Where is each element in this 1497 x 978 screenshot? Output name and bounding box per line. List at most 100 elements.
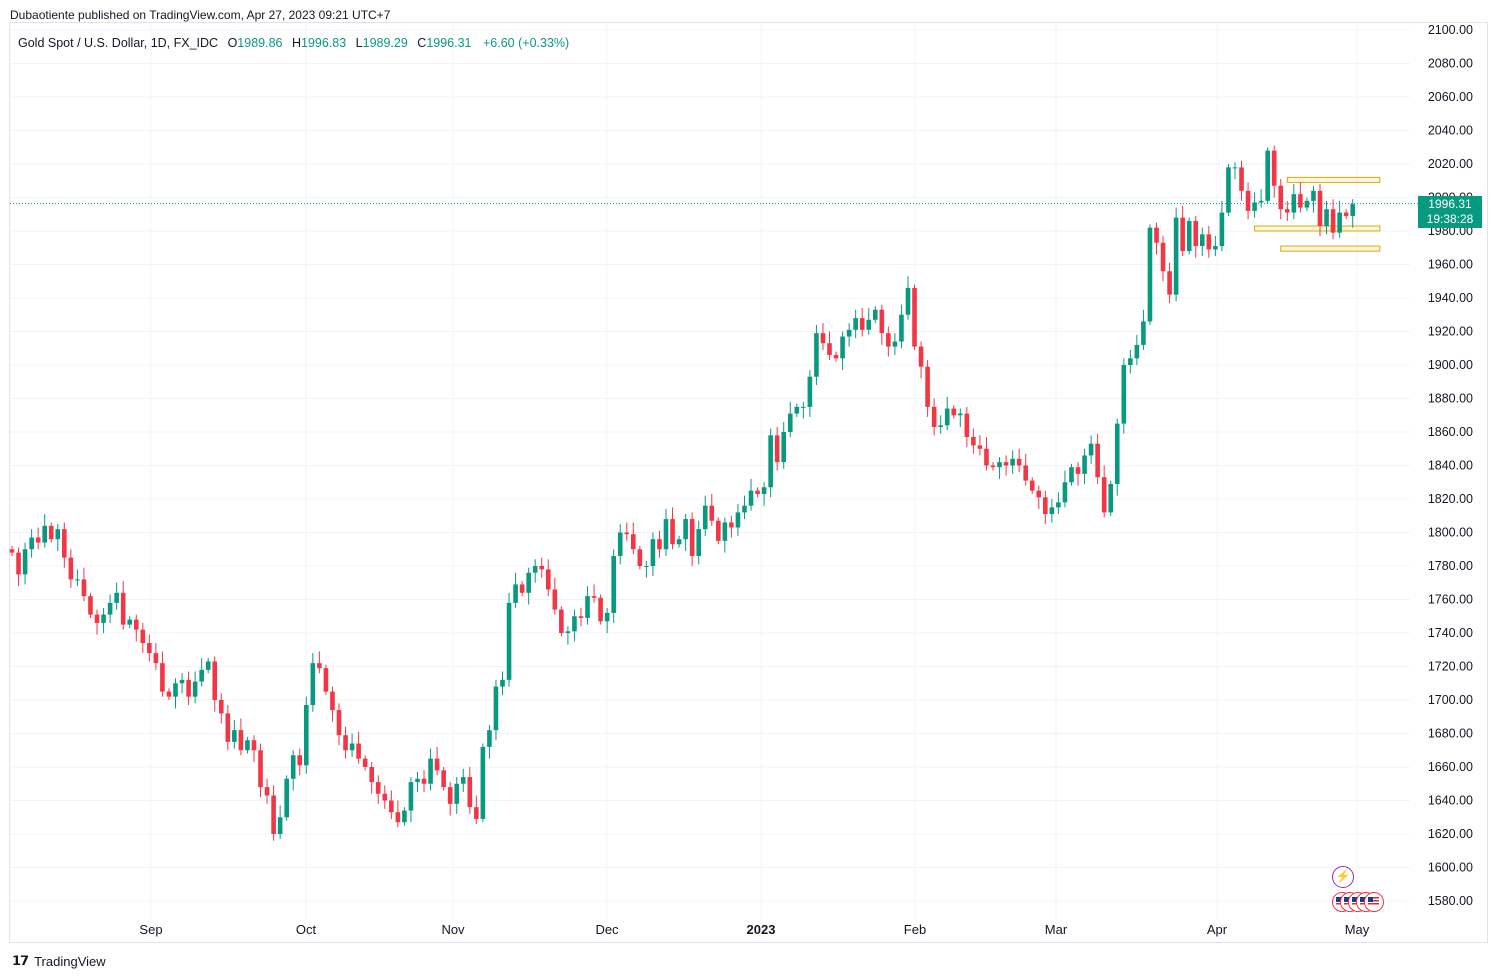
close-label: C	[417, 36, 427, 50]
candle-body	[801, 406, 806, 408]
brand-name[interactable]: TradingView	[34, 953, 106, 969]
candle-body	[781, 432, 787, 463]
candle-body	[938, 425, 943, 427]
price-zone	[1280, 245, 1381, 252]
candle-body	[931, 406, 937, 427]
candle-body	[1128, 358, 1133, 365]
candle-body	[1317, 190, 1323, 226]
candle-body	[1278, 185, 1284, 210]
candle-body	[1337, 212, 1342, 233]
candle-body	[434, 758, 440, 771]
time-tick-label: Sep	[139, 922, 162, 937]
candle-body	[251, 740, 257, 751]
candle-body	[140, 629, 146, 644]
candle-body	[68, 557, 74, 580]
tradingview-logo-icon[interactable]: 𝟭𝟳	[12, 953, 29, 968]
candle-body	[1010, 458, 1015, 466]
candle-body	[1095, 443, 1100, 478]
candle-body	[153, 653, 159, 664]
candle-body	[493, 686, 499, 731]
candle-body	[356, 743, 361, 759]
candle-body	[114, 592, 119, 603]
candle-body	[820, 333, 826, 344]
us-flag-icon[interactable]	[1364, 892, 1384, 912]
candle-body	[310, 663, 316, 706]
candle-body	[62, 529, 67, 558]
candle-body	[578, 616, 584, 618]
time-tick-label: Feb	[904, 922, 926, 937]
price-tick-label: 1940.00	[1428, 291, 1473, 305]
candle-body	[1239, 167, 1244, 191]
candle-body	[1134, 344, 1140, 359]
time-tick-label: Oct	[296, 922, 317, 937]
candle-body	[742, 505, 747, 513]
candle-body	[362, 758, 368, 767]
economic-events[interactable]	[1332, 892, 1392, 912]
price-tick-label: 1760.00	[1428, 593, 1473, 607]
candle-body	[958, 413, 963, 416]
candle-body	[232, 730, 237, 742]
candle-body	[591, 596, 597, 598]
candle-body	[173, 683, 178, 697]
candle-body	[35, 537, 41, 543]
candle-body	[853, 318, 858, 330]
price-tick-label: 1800.00	[1428, 526, 1473, 540]
candle-body	[1069, 467, 1074, 483]
candle-body	[349, 743, 355, 751]
candle-body	[271, 795, 276, 834]
candle-body	[297, 755, 303, 766]
candle-body	[1101, 477, 1107, 513]
candle-body	[199, 669, 204, 682]
candle-body	[631, 534, 636, 550]
candle-body	[1154, 227, 1159, 243]
time-tick-label: May	[1345, 922, 1370, 937]
price-tick-label: 2060.00	[1428, 90, 1473, 104]
candle-body	[408, 782, 414, 811]
candle-body	[101, 614, 106, 623]
candle-body	[735, 512, 741, 528]
candle-body	[1199, 234, 1205, 247]
candle-body	[179, 679, 185, 684]
last-price-tag: 1996.31 19:38:28	[1418, 196, 1482, 228]
price-tick-label: 1900.00	[1428, 358, 1473, 372]
candle-body	[1252, 202, 1257, 211]
candle-body	[971, 437, 976, 446]
candle-body	[1304, 200, 1310, 208]
candle-body	[663, 519, 669, 550]
last-price-value: 1996.31	[1428, 197, 1472, 211]
candle-body	[879, 309, 885, 334]
candle-body	[1173, 217, 1179, 295]
candle-body	[859, 318, 865, 330]
candle-body	[474, 807, 479, 819]
candle-body	[1121, 365, 1127, 424]
candle-body	[94, 614, 100, 623]
candle-body	[840, 336, 845, 359]
candle-body	[225, 713, 231, 742]
candle-body	[9, 549, 15, 553]
candle-body	[709, 505, 715, 521]
candle-body	[572, 616, 577, 632]
candle-body	[905, 287, 911, 315]
candle-body	[545, 569, 551, 590]
candle-body	[1343, 212, 1349, 216]
candle-body	[676, 539, 682, 545]
candle-body	[1141, 321, 1146, 345]
candle-body	[120, 592, 126, 625]
candle-body	[552, 589, 558, 610]
lightning-icon[interactable]: ⚡	[1332, 866, 1354, 888]
candle-body	[722, 522, 728, 541]
candle-body	[1023, 465, 1028, 481]
candle-body	[460, 777, 466, 784]
candle-body	[500, 679, 505, 687]
price-tick-label: 1840.00	[1428, 459, 1473, 473]
candle-body	[1036, 490, 1042, 498]
close-value: 1996.31	[426, 36, 472, 50]
candle-body	[336, 710, 342, 736]
candle-body	[657, 539, 662, 550]
chart-grid	[10, 23, 1410, 920]
candle-body	[997, 462, 1002, 468]
candle-body	[886, 333, 891, 347]
low-value: 1989.29	[362, 36, 408, 50]
candle-body	[42, 525, 47, 543]
